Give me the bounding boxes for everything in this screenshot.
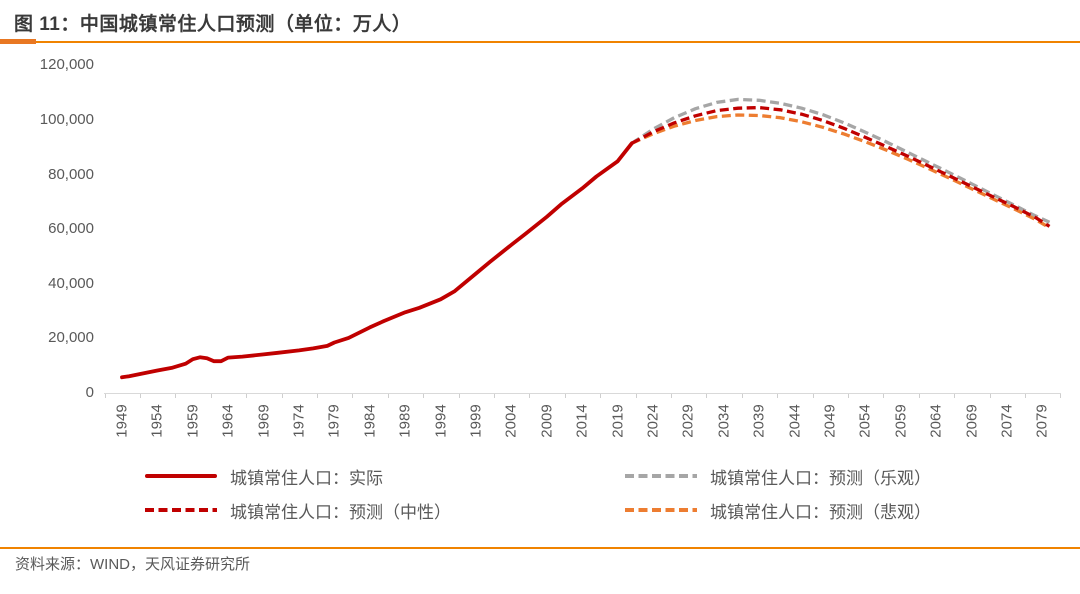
series-line-1	[630, 97, 1051, 224]
x-axis-label: 1984	[361, 404, 379, 438]
legend-item-pessimistic: 城镇常住人口：预测（悲观）	[625, 499, 1025, 522]
series-line-2	[631, 105, 1051, 228]
y-axis-label: 120,000	[39, 56, 94, 74]
x-axis-label: 2019	[609, 404, 627, 438]
x-axis-tick	[529, 394, 531, 398]
legend-item-optimistic: 城镇常住人口：预测（乐观）	[625, 465, 1025, 488]
x-axis-tick	[317, 394, 318, 398]
y-axis-label: 40,000	[48, 274, 94, 292]
legend-item-actual: 城镇常住人口：实际	[145, 465, 625, 488]
legend-item-neutral: 城镇常住人口：预测（中性）	[145, 499, 625, 522]
legend-line-dashed-red	[145, 508, 217, 512]
x-axis-tick	[706, 394, 708, 398]
x-axis-label: 2074	[998, 404, 1016, 438]
x-axis-label: 2049	[821, 404, 839, 438]
x-axis-label: 1974	[290, 404, 308, 438]
x-axis-label: 1969	[255, 404, 273, 438]
x-axis-line	[104, 393, 1061, 394]
series-line-3	[631, 113, 1051, 230]
y-axis-label: 80,000	[48, 165, 94, 183]
x-axis-tick	[1060, 394, 1062, 398]
x-axis-label: 2039	[750, 404, 768, 438]
x-axis-tick	[387, 394, 389, 398]
x-axis-tick	[564, 394, 566, 398]
x-axis-tick	[883, 394, 885, 398]
x-axis-tick	[777, 394, 779, 398]
x-axis-label: 1999	[467, 404, 485, 438]
legend-label-optimistic: 城镇常住人口：预测（乐观）	[710, 468, 931, 488]
legend-label-actual: 城镇常住人口：实际	[230, 468, 383, 488]
x-axis-label: 2079	[1033, 404, 1051, 438]
x-axis-tick	[458, 394, 460, 398]
legend-label-neutral: 城镇常住人口：预测（中性）	[230, 502, 451, 522]
x-axis-tick	[812, 394, 814, 398]
x-axis-tick	[494, 394, 495, 398]
figure-title: 图 11：中国城镇常住人口预测（单位：万人）	[14, 14, 412, 35]
x-axis-tick	[352, 394, 354, 398]
x-axis-label: 2064	[927, 404, 945, 438]
x-axis-tick	[1025, 394, 1026, 398]
x-axis-label: 2044	[786, 404, 804, 438]
x-axis-label: 1994	[432, 404, 450, 438]
source-divider	[0, 547, 1080, 549]
legend-label-pessimistic: 城镇常住人口：预测（悲观）	[710, 502, 931, 522]
title-divider-accent	[0, 39, 36, 44]
x-axis-tick	[210, 394, 212, 398]
x-axis-tick	[741, 394, 743, 398]
x-axis-tick	[281, 394, 283, 398]
x-axis-tick	[671, 394, 672, 398]
x-axis-label: 2024	[644, 404, 662, 438]
x-axis-label: 2014	[573, 404, 591, 438]
x-axis-label: 2069	[963, 404, 981, 438]
x-axis-label: 2034	[715, 404, 733, 438]
x-axis-tick	[600, 394, 602, 398]
x-axis-tick	[140, 394, 141, 398]
x-axis-label: 1954	[148, 404, 166, 438]
legend-line-solid-red	[145, 474, 217, 478]
y-axis-label: 20,000	[48, 329, 94, 347]
x-axis-label: 1949	[113, 404, 131, 438]
source-text: 资料来源：WIND，天风证券研究所	[15, 556, 250, 573]
x-axis-label: 2029	[679, 404, 697, 438]
x-axis-tick	[104, 394, 106, 398]
x-axis-tick	[848, 394, 849, 398]
y-axis-label: 60,000	[48, 220, 94, 238]
x-axis-tick	[423, 394, 425, 398]
y-axis-label: 0	[85, 384, 94, 401]
x-axis-tick	[246, 394, 248, 398]
x-axis-label: 2054	[856, 404, 874, 438]
x-axis-label: 1979	[325, 404, 343, 438]
x-axis-label: 1964	[219, 404, 237, 438]
x-axis-tick	[175, 394, 177, 398]
x-axis-tick	[918, 394, 920, 398]
x-axis-label: 1989	[396, 404, 414, 438]
y-axis-label: 100,000	[39, 110, 94, 128]
title-divider	[0, 41, 1080, 43]
legend-line-dashed-orange	[625, 508, 697, 512]
x-axis-label: 1959	[184, 404, 202, 438]
chart-legend: 城镇常住人口：实际 城镇常住人口：预测（乐观） 城镇常住人口：预测（中性） 城镇…	[145, 465, 1025, 522]
x-axis-label: 2059	[892, 404, 910, 438]
x-axis-tick	[989, 394, 991, 398]
x-axis-tick	[954, 394, 956, 398]
x-axis-label: 2004	[502, 404, 520, 438]
x-axis-label: 2009	[538, 404, 556, 438]
legend-line-dashed-gray	[625, 474, 697, 478]
x-axis-tick	[635, 394, 637, 398]
series-line-0	[120, 141, 634, 380]
